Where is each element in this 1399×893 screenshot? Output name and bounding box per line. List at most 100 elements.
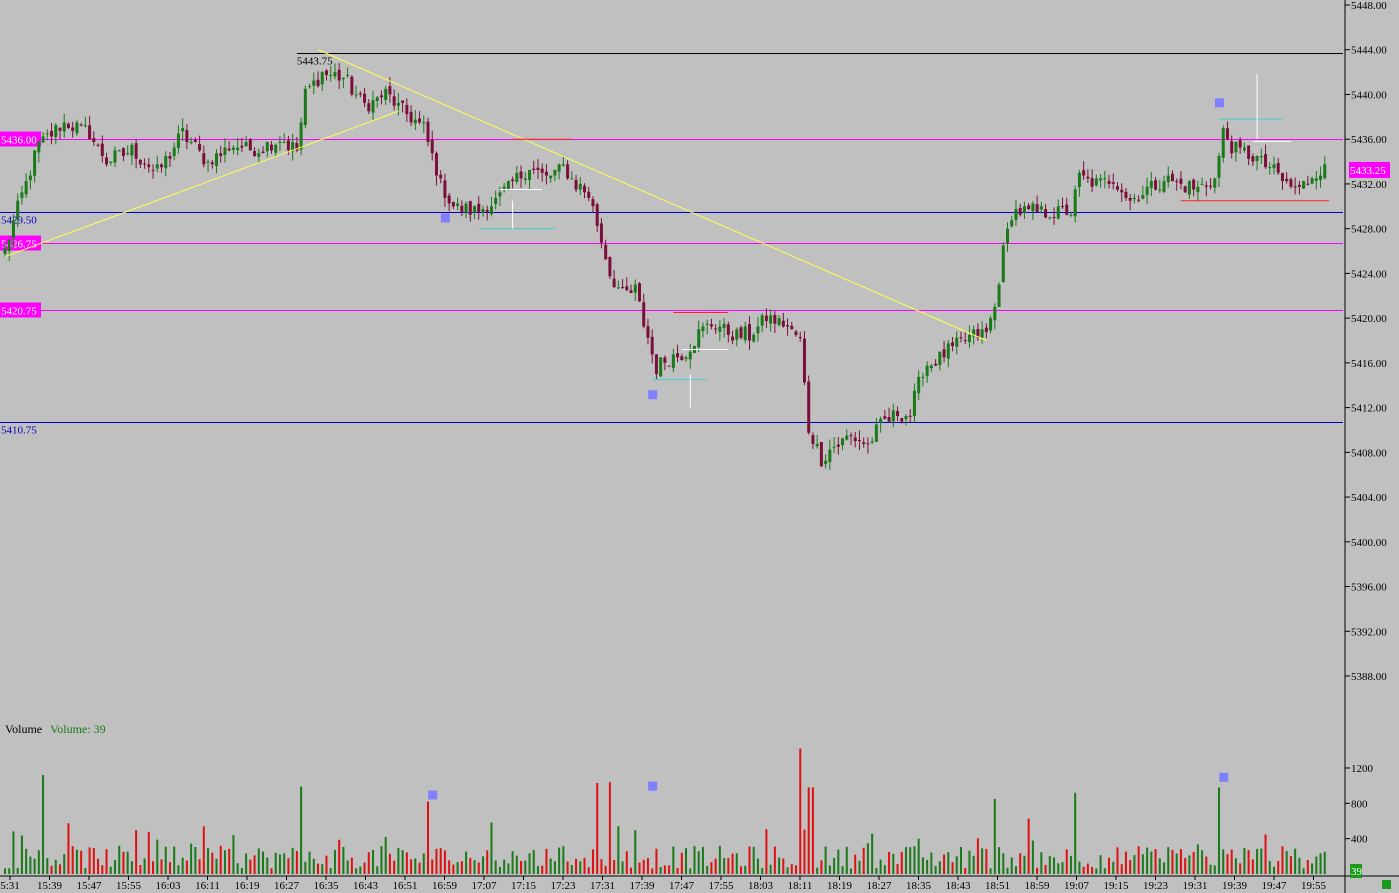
time-tick-label: 17:07 [471, 880, 497, 892]
candle-body [1314, 178, 1318, 181]
candle-body [1204, 185, 1208, 187]
volume-bar [706, 865, 709, 874]
time-tick-label: 16:19 [234, 880, 260, 892]
volume-bar [765, 829, 768, 874]
volume-bar [295, 851, 298, 874]
time-tick-label: 16:11 [195, 880, 220, 892]
candle-body [621, 286, 625, 288]
volume-bar [727, 858, 730, 874]
volume-bar [422, 853, 425, 874]
candle-body [511, 179, 515, 182]
volume-bar [1222, 849, 1225, 874]
volume-bar [4, 868, 6, 874]
volume-bar [850, 868, 852, 874]
volume-bar [583, 857, 586, 874]
volume-bar [321, 864, 324, 874]
candle-body [1213, 178, 1217, 188]
price-tick-label: 5396.00 [1351, 582, 1387, 594]
volume-bar [1315, 856, 1318, 874]
candle-body [320, 72, 324, 85]
candle-body [557, 164, 561, 172]
volume-bar [1116, 847, 1119, 874]
candle-body [45, 133, 49, 135]
volume-bar [1234, 858, 1237, 874]
candle-body [1073, 189, 1077, 217]
candle-body [946, 343, 950, 359]
volume-bar [1095, 868, 1098, 874]
candle-body [583, 185, 587, 193]
candle-body [705, 323, 709, 325]
candle-body [667, 365, 671, 367]
last-price-label: 5433.25 [1350, 165, 1386, 177]
candle-body [1192, 179, 1196, 190]
time-tick-label: 19:39 [1222, 880, 1248, 892]
candle-body [984, 327, 988, 333]
candle-body [815, 443, 819, 447]
candle-body [1170, 173, 1174, 182]
time-tick-label: 19:23 [1143, 880, 1169, 892]
candle-body [1048, 217, 1052, 219]
volume-bar [993, 798, 996, 874]
volume-bar [122, 851, 125, 874]
candle-body [528, 169, 532, 180]
candle-body [329, 74, 333, 76]
volume-bar [938, 861, 941, 874]
volume-bar [465, 851, 468, 874]
candle-body [105, 157, 109, 165]
candle-body [143, 163, 147, 165]
candle-body [836, 444, 840, 447]
volume-bar [968, 850, 971, 874]
candle-body [422, 122, 426, 124]
volume-bar [363, 862, 366, 874]
candle-body [460, 205, 464, 212]
volume-bar [888, 851, 891, 874]
volume-tick-label: 1200 [1351, 763, 1374, 775]
candle-body [1128, 198, 1132, 201]
volume-bar [1137, 846, 1140, 874]
candle-body [189, 141, 193, 144]
candle-body [485, 209, 489, 212]
volume-bar [507, 863, 510, 874]
candle-body [28, 175, 32, 181]
volume-tick-label: 400 [1351, 834, 1368, 846]
volume-bar [215, 858, 218, 874]
volume-bar [790, 864, 793, 874]
time-tick-label: 17:23 [550, 880, 576, 892]
candle-body [1268, 167, 1272, 169]
candle-body [11, 220, 15, 239]
volume-bar [625, 851, 628, 874]
candle-body [1001, 245, 1005, 283]
candle-body [498, 192, 502, 197]
volume-bar [20, 835, 23, 874]
volume-bar [1099, 855, 1102, 874]
time-tick-label: 18:27 [866, 880, 892, 892]
candle-body [324, 70, 328, 75]
candle-body [358, 93, 362, 95]
volume-bar [67, 823, 70, 874]
volume-bar [75, 849, 78, 874]
volume-bar [1141, 854, 1144, 874]
candle-body [1242, 147, 1246, 151]
volume-bar [350, 857, 353, 874]
candle-body [756, 326, 760, 334]
volume-bar [37, 850, 40, 874]
candle-body [1094, 178, 1098, 186]
volume-bar [130, 861, 133, 874]
candle-body [1238, 140, 1242, 148]
candle-body [502, 186, 506, 191]
volume-bar [646, 858, 649, 874]
volume-bar [270, 868, 273, 874]
time-tick-label: 18:03 [748, 880, 774, 892]
volume-bar [397, 847, 400, 874]
candle-body [1103, 178, 1107, 180]
volume-bar [325, 855, 328, 874]
volume-bar [266, 857, 269, 874]
volume-bar [194, 846, 197, 874]
volume-bar [329, 868, 332, 874]
candle-body [997, 284, 1001, 307]
volume-bar [1179, 849, 1182, 874]
volume-bar [676, 867, 679, 874]
volume-bar [575, 858, 578, 874]
candle-body [79, 124, 83, 126]
